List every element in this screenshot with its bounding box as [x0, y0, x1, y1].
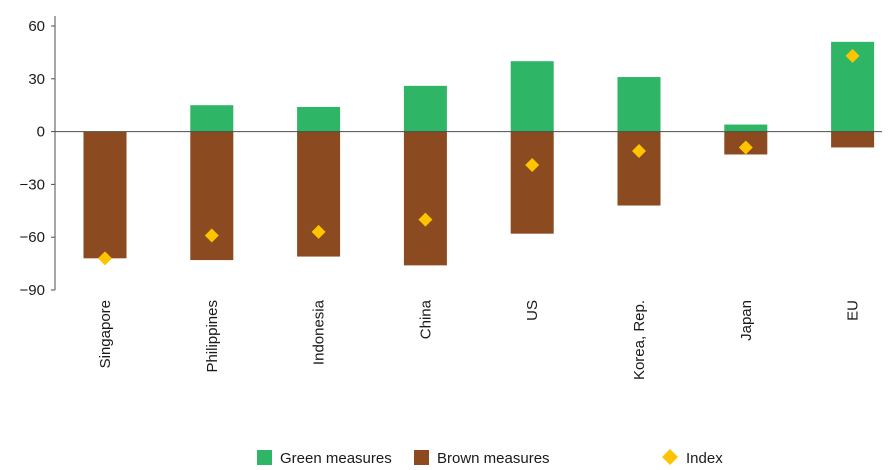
- green-bar: [724, 124, 768, 132]
- index-marker: [98, 251, 112, 266]
- green-bar: [190, 105, 234, 132]
- index-marker: [418, 212, 433, 227]
- x-axis-labels: Singapore Philippines Indonesia China US Kore…: [97, 299, 862, 380]
- x-category-label: US: [524, 300, 541, 321]
- brown-bar: [831, 131, 875, 148]
- y-tick-label: −30: [20, 176, 45, 193]
- x-category-label: China: [417, 299, 434, 339]
- legend: Green measures Brown measures Index: [257, 449, 723, 467]
- y-tick-label: 0: [37, 124, 45, 141]
- index-marker: [525, 158, 540, 173]
- bars: [83, 41, 875, 266]
- green-bar: [510, 61, 554, 132]
- y-tick-label: 30: [28, 71, 45, 88]
- index-marker: [845, 48, 860, 63]
- y-tick-label: −90: [20, 282, 45, 299]
- x-category-label: Indonesia: [311, 299, 328, 365]
- green-bar: [297, 106, 341, 132]
- brown-bar: [510, 131, 554, 234]
- legend-swatch: [414, 450, 429, 465]
- x-category-label: Singapore: [97, 300, 114, 368]
- x-category-label: Philippines: [204, 300, 221, 373]
- x-category-label: Japan: [738, 300, 755, 341]
- index-marker: [311, 224, 326, 239]
- y-tick-label: −60: [20, 229, 45, 246]
- y-tick-label: 60: [28, 18, 45, 35]
- legend-swatch: [257, 450, 272, 465]
- green-bar: [403, 85, 447, 132]
- x-category-label: Korea, Rep.: [631, 300, 648, 380]
- index-markers: [98, 48, 860, 266]
- brown-bar: [403, 131, 447, 266]
- index-marker: [204, 228, 219, 243]
- y-axis: 60 30 0 −30 −60 −90: [20, 16, 56, 299]
- legend-label: Brown measures: [437, 450, 550, 467]
- legend-swatch: [662, 449, 678, 465]
- brown-bar: [617, 131, 661, 206]
- index-marker: [738, 140, 753, 155]
- index-marker: [632, 143, 646, 158]
- x-category-label: EU: [845, 300, 862, 321]
- legend-label: Index: [686, 450, 723, 467]
- green-bar: [617, 77, 661, 132]
- legend-label: Green measures: [280, 450, 392, 467]
- brown-bar: [83, 131, 127, 259]
